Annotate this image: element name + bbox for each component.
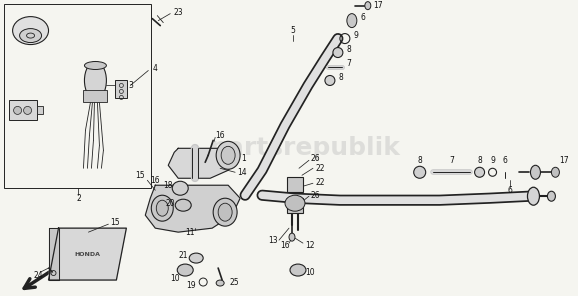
- Bar: [3, 4, 151, 188]
- Polygon shape: [145, 185, 240, 232]
- Ellipse shape: [20, 29, 42, 43]
- Ellipse shape: [156, 200, 168, 216]
- Ellipse shape: [175, 199, 191, 211]
- Text: 4: 4: [153, 64, 158, 73]
- Ellipse shape: [365, 2, 371, 10]
- Text: 16: 16: [280, 241, 290, 250]
- Polygon shape: [49, 228, 127, 280]
- Ellipse shape: [290, 264, 306, 276]
- Text: partsrepublik: partsrepublik: [210, 136, 401, 160]
- Text: 1: 1: [240, 154, 246, 163]
- Text: 5: 5: [291, 26, 295, 35]
- Circle shape: [24, 107, 32, 114]
- Ellipse shape: [285, 195, 305, 211]
- Text: 22: 22: [315, 178, 325, 187]
- Ellipse shape: [213, 198, 237, 226]
- Text: 15: 15: [110, 218, 120, 227]
- Text: 8: 8: [477, 156, 482, 165]
- Text: 2: 2: [76, 194, 81, 203]
- Bar: [116, 81, 127, 99]
- Text: 8: 8: [339, 73, 343, 82]
- Ellipse shape: [216, 280, 224, 286]
- Text: 23: 23: [173, 8, 183, 17]
- Text: 11: 11: [186, 228, 195, 237]
- Ellipse shape: [84, 62, 106, 99]
- Circle shape: [14, 107, 21, 114]
- Text: 20: 20: [165, 199, 175, 208]
- Text: 26: 26: [310, 191, 320, 200]
- Bar: [287, 177, 303, 192]
- Text: 18: 18: [164, 181, 173, 190]
- Text: 6: 6: [361, 13, 365, 22]
- Bar: [9, 100, 36, 120]
- Ellipse shape: [531, 165, 540, 179]
- Circle shape: [475, 167, 484, 177]
- Ellipse shape: [218, 203, 232, 221]
- Ellipse shape: [84, 62, 106, 70]
- Text: 6: 6: [507, 186, 512, 195]
- Text: 9: 9: [353, 31, 358, 40]
- Bar: [83, 91, 108, 102]
- Ellipse shape: [528, 187, 539, 205]
- Text: 26: 26: [310, 154, 320, 163]
- Text: 16: 16: [216, 131, 225, 140]
- Ellipse shape: [347, 14, 357, 28]
- Text: 6: 6: [502, 156, 507, 165]
- Text: 16: 16: [150, 176, 160, 185]
- Ellipse shape: [221, 146, 235, 164]
- Bar: [36, 107, 43, 114]
- Circle shape: [414, 166, 426, 178]
- Text: 14: 14: [238, 168, 247, 177]
- Text: 21: 21: [179, 251, 188, 260]
- Text: HONDA: HONDA: [75, 252, 101, 257]
- Text: 13: 13: [268, 236, 278, 244]
- Text: 10: 10: [171, 274, 180, 283]
- Text: 17: 17: [560, 156, 569, 165]
- Text: 22: 22: [315, 164, 325, 173]
- Ellipse shape: [172, 181, 188, 195]
- Bar: [287, 198, 303, 213]
- Ellipse shape: [216, 141, 240, 169]
- Polygon shape: [168, 148, 238, 178]
- Text: 7: 7: [346, 59, 351, 68]
- Ellipse shape: [289, 233, 295, 241]
- Text: 25: 25: [229, 278, 239, 287]
- Text: 3: 3: [128, 81, 133, 90]
- Text: 9: 9: [490, 156, 495, 165]
- Circle shape: [333, 48, 343, 57]
- Text: 8: 8: [346, 45, 351, 54]
- Circle shape: [325, 75, 335, 86]
- Text: 24: 24: [34, 271, 43, 279]
- Ellipse shape: [151, 195, 173, 221]
- Text: 10: 10: [305, 268, 315, 276]
- Ellipse shape: [177, 264, 193, 276]
- Ellipse shape: [13, 17, 49, 45]
- Text: 17: 17: [373, 1, 383, 10]
- Text: 19: 19: [186, 281, 196, 289]
- Ellipse shape: [547, 191, 555, 201]
- Text: 8: 8: [417, 156, 422, 165]
- Text: 7: 7: [449, 156, 454, 165]
- Ellipse shape: [189, 253, 203, 263]
- Text: 15: 15: [135, 171, 145, 180]
- Polygon shape: [49, 228, 58, 280]
- Text: 12: 12: [305, 241, 314, 250]
- Ellipse shape: [551, 167, 560, 177]
